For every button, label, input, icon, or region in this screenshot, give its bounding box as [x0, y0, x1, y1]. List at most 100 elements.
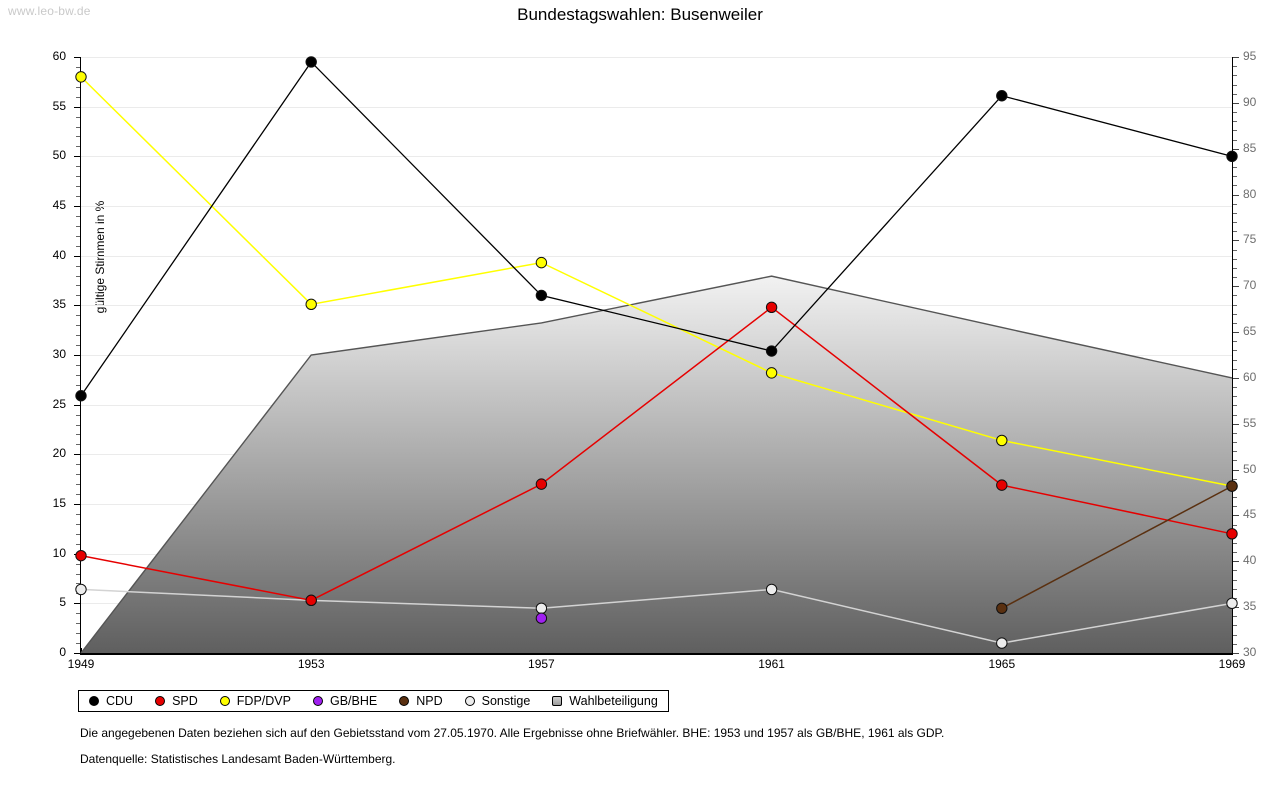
data-point-fdp-dvp[interactable] [305, 298, 317, 311]
gridline [81, 156, 1232, 158]
data-point-spd[interactable] [535, 478, 548, 490]
data-point-cdu[interactable] [305, 56, 317, 68]
data-point-spd[interactable] [1226, 528, 1238, 540]
left-minor-tick [76, 315, 80, 317]
left-minor-tick [76, 86, 80, 88]
right-tick-mark [1233, 469, 1239, 471]
legend-marker-icon [552, 696, 563, 706]
left-tick-label: 10 [52, 545, 66, 560]
data-point-sonstige[interactable] [75, 583, 87, 596]
data-point-sonstige[interactable] [535, 602, 548, 614]
right-minor-tick [1233, 167, 1237, 169]
data-point-gb-bhe[interactable] [535, 612, 548, 624]
left-minor-tick [76, 265, 80, 267]
data-point-spd[interactable] [305, 594, 317, 607]
right-minor-tick [1233, 643, 1237, 645]
right-tick-label: 30 [1243, 645, 1257, 659]
left-minor-tick [76, 196, 80, 198]
data-point-spd[interactable] [996, 479, 1008, 491]
left-minor-tick [76, 543, 80, 545]
legend-item-label: Wahlbeteiligung [569, 694, 658, 708]
right-minor-tick [1233, 634, 1237, 636]
left-tick-label: 55 [52, 98, 66, 113]
right-minor-tick [1233, 552, 1237, 554]
right-minor-tick [1233, 203, 1237, 205]
data-point-fdp-dvp[interactable] [765, 367, 778, 379]
data-point-cdu[interactable] [1226, 150, 1238, 163]
data-point-fdp-dvp[interactable] [75, 71, 87, 83]
data-point-spd[interactable] [75, 549, 87, 562]
x-tick-label: 1969 [1218, 657, 1246, 671]
legend-item-gb-bhe[interactable]: GB/BHE [312, 694, 377, 708]
legend-item-sonstige[interactable]: Sonstige [464, 694, 530, 708]
data-point-sonstige[interactable] [1226, 597, 1238, 610]
right-tick-label: 60 [1243, 369, 1257, 384]
left-minor-tick [76, 136, 80, 138]
right-tick-mark [1233, 57, 1239, 58]
right-tick-mark [1233, 194, 1239, 196]
left-tick-label: 0 [59, 645, 66, 659]
legend-item-npd[interactable]: NPD [399, 694, 443, 708]
legend-item-cdu[interactable]: CDU [89, 694, 133, 708]
legend-item-spd[interactable]: SPD [155, 694, 198, 708]
legend-marker-icon [219, 696, 230, 706]
data-point-cdu[interactable] [765, 345, 778, 357]
left-minor-tick [76, 364, 80, 366]
left-minor-tick [76, 345, 80, 347]
right-minor-tick [1233, 112, 1237, 113]
right-minor-tick [1233, 387, 1237, 389]
series-line-sonstige [80, 588, 1233, 644]
right-minor-tick [1233, 212, 1237, 214]
right-minor-tick [1233, 75, 1237, 77]
data-point-fdp-dvp[interactable] [535, 256, 548, 269]
right-tick-label: 45 [1243, 507, 1257, 522]
left-minor-tick [76, 613, 80, 615]
area-outline-wahlbeteiligung [80, 275, 1233, 654]
right-tick-label: 35 [1243, 599, 1257, 614]
footnote-data-basis: Die angegebenen Daten beziehen sich auf … [80, 726, 945, 740]
left-tick-mark [74, 106, 80, 108]
data-point-cdu[interactable] [996, 90, 1008, 102]
right-minor-tick [1233, 176, 1237, 178]
data-point-sonstige[interactable] [996, 637, 1008, 649]
data-point-npd[interactable] [996, 602, 1008, 614]
legend-item-wahlbeteiligung[interactable]: Wahlbeteiligung [552, 694, 658, 708]
right-minor-tick [1233, 121, 1237, 123]
page-title: Bundestagswahlen: Busenweiler [517, 5, 763, 24]
right-tick-label: 70 [1243, 278, 1257, 293]
left-minor-tick [76, 275, 80, 277]
data-point-npd[interactable] [1226, 480, 1238, 492]
right-minor-tick [1233, 295, 1237, 297]
gridline [81, 255, 1232, 257]
right-minor-tick [1233, 231, 1237, 233]
data-point-fdp-dvp[interactable] [996, 434, 1008, 447]
right-minor-tick [1233, 524, 1237, 526]
right-minor-tick [1233, 432, 1237, 434]
legend-item-label: CDU [106, 694, 134, 708]
right-tick-mark [1233, 653, 1239, 654]
data-point-cdu[interactable] [75, 390, 87, 402]
right-tick-label: 55 [1243, 415, 1257, 430]
right-minor-tick [1233, 579, 1237, 581]
left-minor-tick [76, 633, 80, 635]
right-axis-line [1232, 57, 1233, 654]
x-tick-label: 1961 [758, 657, 785, 671]
data-point-spd[interactable] [765, 301, 778, 314]
x-tick-label: 1953 [297, 657, 325, 671]
legend-marker-icon [155, 696, 166, 706]
left-minor-tick [76, 374, 80, 376]
left-minor-tick [76, 444, 80, 446]
legend-item-fdp-dvp[interactable]: FDP/DVP [219, 694, 291, 708]
data-point-cdu[interactable] [535, 289, 548, 302]
right-minor-tick [1233, 267, 1237, 269]
left-axis-line [80, 57, 81, 654]
right-tick-mark [1233, 607, 1239, 609]
left-tick-mark [74, 305, 80, 307]
data-point-sonstige[interactable] [765, 583, 778, 596]
legend-item-label: FDP/DVP [236, 694, 291, 708]
left-minor-tick [76, 116, 80, 118]
chart-legend: CDU SPD FDP/DVP GB/BHE NPD Sonstige Wahlbeteil… [78, 690, 669, 712]
right-minor-tick [1233, 249, 1237, 251]
gridline [81, 106, 1232, 108]
